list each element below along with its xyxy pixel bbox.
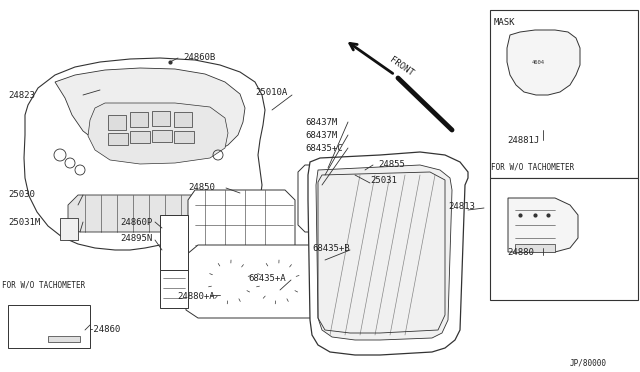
Polygon shape	[160, 270, 188, 308]
Polygon shape	[490, 178, 638, 300]
Polygon shape	[152, 130, 172, 142]
Polygon shape	[68, 195, 248, 232]
Polygon shape	[48, 336, 80, 342]
Polygon shape	[316, 165, 452, 340]
Text: 25010A: 25010A	[255, 88, 287, 97]
Text: 24880+A: 24880+A	[177, 292, 214, 301]
Polygon shape	[188, 190, 295, 278]
Text: 25031: 25031	[370, 176, 397, 185]
Text: 4604: 4604	[531, 60, 545, 64]
Polygon shape	[55, 68, 245, 159]
Polygon shape	[160, 215, 188, 270]
Polygon shape	[130, 112, 148, 127]
Text: 24850: 24850	[188, 183, 215, 192]
Polygon shape	[490, 10, 638, 178]
Polygon shape	[108, 115, 126, 130]
Polygon shape	[108, 133, 128, 145]
Text: 68435+A: 68435+A	[248, 274, 285, 283]
Polygon shape	[174, 112, 192, 127]
Text: 25030: 25030	[8, 190, 35, 199]
Text: 68435+B: 68435+B	[312, 244, 349, 253]
Polygon shape	[515, 244, 555, 252]
Polygon shape	[130, 131, 150, 143]
Text: 24880: 24880	[507, 248, 534, 257]
Polygon shape	[174, 131, 194, 143]
Polygon shape	[228, 210, 248, 230]
Polygon shape	[8, 305, 90, 348]
Text: 24860P: 24860P	[120, 218, 152, 227]
Polygon shape	[308, 152, 468, 355]
Text: 68437M: 68437M	[305, 131, 337, 140]
Text: -24860: -24860	[88, 325, 120, 334]
Text: MASK: MASK	[494, 18, 515, 27]
Text: FOR W/O TACHOMETER: FOR W/O TACHOMETER	[491, 162, 574, 171]
Text: 68435+C: 68435+C	[305, 144, 342, 153]
Polygon shape	[152, 111, 170, 126]
Text: 24881J: 24881J	[507, 136, 540, 145]
Polygon shape	[24, 58, 265, 250]
Text: 24855: 24855	[378, 160, 405, 169]
Text: 24860B: 24860B	[183, 53, 215, 62]
Polygon shape	[507, 30, 580, 95]
Polygon shape	[88, 103, 228, 164]
Text: 25031M: 25031M	[8, 218, 40, 227]
Text: 24813: 24813	[448, 202, 475, 211]
Text: 24895N: 24895N	[120, 234, 152, 243]
Polygon shape	[186, 245, 322, 318]
Text: 24823: 24823	[8, 91, 35, 100]
Text: 68437M: 68437M	[305, 118, 337, 127]
Text: FRONT: FRONT	[388, 55, 415, 78]
Polygon shape	[298, 165, 383, 232]
Polygon shape	[508, 198, 578, 252]
Text: FOR W/O TACHOMETER: FOR W/O TACHOMETER	[2, 280, 85, 289]
Text: JP/80000: JP/80000	[570, 358, 607, 367]
Polygon shape	[60, 218, 78, 240]
